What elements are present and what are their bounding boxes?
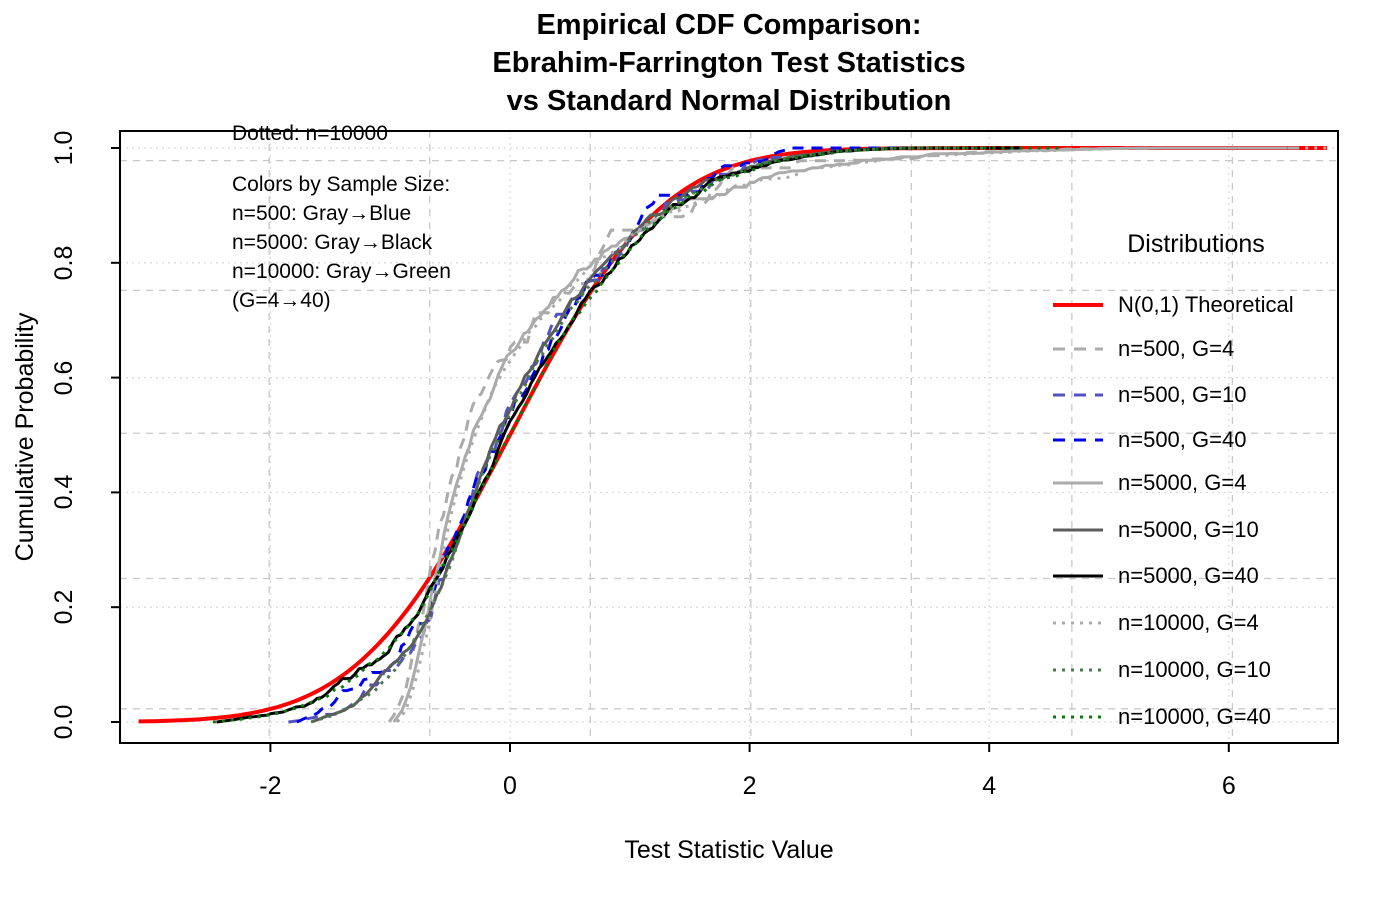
legend-title: Distributions: [1127, 230, 1265, 258]
legend-swatch-dashed: [1053, 347, 1103, 351]
curve-n10000-G4: [396, 146, 1333, 723]
legend-label: n=500, G=40: [1118, 427, 1247, 452]
legend-item-3: n=500, G=40: [1052, 426, 1246, 454]
legend-label: n=5000, G=10: [1118, 517, 1259, 542]
curve-n10000-G40: [212, 146, 1060, 724]
legend-swatch-dashed: [1053, 438, 1103, 442]
annotation-n10000: n=10000: Gray→Green: [232, 260, 451, 283]
annotation-n500: n=500: Gray→Blue: [232, 202, 412, 225]
legend-swatch-solid: [1053, 481, 1103, 485]
chart-title-line3: vs Standard Normal Distribution: [506, 85, 952, 117]
grid-dashed: [120, 131, 1338, 743]
legend-swatch-solid: [1053, 528, 1103, 532]
legend-swatch-solid: [1053, 574, 1103, 578]
legend-item-5: n=5000, G=10: [1052, 516, 1259, 544]
legend-swatch-dotted: [1053, 621, 1103, 625]
legend-swatch-dotted: [1053, 668, 1103, 672]
legend-item-4: n=5000, G=4: [1052, 469, 1246, 497]
annotation-color-key: Colors by Sample Size: n=500: Gray→Blue …: [232, 170, 451, 315]
plot-border: [119, 130, 1339, 744]
curves: [138, 146, 1333, 724]
legend-item-8: n=10000, G=10: [1052, 656, 1271, 684]
legend-item-0: N(0,1) Theoretical: [1052, 291, 1294, 319]
annotation-g-range: (G=4→40): [232, 289, 331, 312]
curve-n500-G40: [296, 146, 1002, 724]
legend-label: n=500, G=4: [1118, 336, 1235, 361]
legend-label: n=500, G=10: [1118, 382, 1247, 407]
legend-item-1: n=500, G=4: [1052, 335, 1234, 363]
chart-title-line1: Empirical CDF Comparison:: [536, 9, 922, 41]
legend-label: n=10000, G=4: [1118, 610, 1259, 635]
legend-swatch-dashed: [1053, 393, 1103, 397]
x-axis-label: Test Statistic Value: [624, 836, 834, 864]
x-tick-label--2: -2: [259, 772, 282, 800]
y-tick-label-0.0: 0.0: [50, 704, 78, 740]
legend-item-7: n=10000, G=4: [1052, 609, 1259, 637]
legend-swatch-solid: [1053, 303, 1103, 307]
y-tick-label-0.8: 0.8: [50, 245, 78, 281]
x-tick-label-6: 6: [1221, 772, 1236, 800]
legend-label: n=10000, G=40: [1118, 704, 1271, 729]
y-tick-label-0.6: 0.6: [50, 360, 78, 395]
legend-label: n=5000, G=4: [1118, 470, 1247, 495]
annotation-colors-header: Colors by Sample Size:: [232, 173, 451, 196]
x-tick-label-0: 0: [503, 772, 517, 800]
legend-item-2: n=500, G=10: [1052, 381, 1246, 409]
legend-label: n=5000, G=40: [1118, 563, 1259, 588]
legend-label: n=10000, G=10: [1118, 657, 1271, 682]
chart-title-line2: Ebrahim-Farrington Test Statistics: [492, 47, 966, 79]
x-tick-label-2: 2: [742, 772, 757, 800]
legend-label: N(0,1) Theoretical: [1118, 292, 1294, 317]
plot-frame: [111, 130, 1339, 752]
annotation-n5000: n=5000: Gray→Black: [232, 231, 433, 254]
x-tick-label-4: 4: [982, 772, 997, 800]
legend-item-9: n=10000, G=40: [1052, 703, 1271, 731]
y-tick-label-0.4: 0.4: [50, 475, 78, 510]
legend-swatch-dotted: [1053, 715, 1103, 719]
chart-title: Empirical CDF Comparison: Ebrahim-Farrin…: [120, 6, 1338, 120]
legend-item-6: n=5000, G=40: [1052, 562, 1259, 590]
annotation-dotted-note: Dotted: n=10000: [232, 122, 388, 145]
y-tick-label-0.2: 0.2: [50, 589, 78, 625]
y-axis-label: Cumulative Probability: [11, 312, 39, 562]
y-tick-label-1.0: 1.0: [50, 130, 78, 166]
